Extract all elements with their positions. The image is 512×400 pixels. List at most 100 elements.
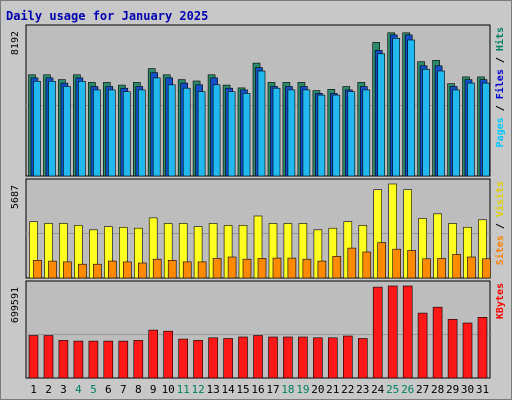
bar-pages-day-5	[93, 89, 101, 177]
bar-sites-day-10	[167, 259, 177, 279]
x-tick-label: 16	[251, 383, 264, 396]
x-tick-label: 14	[221, 383, 235, 396]
bar-pages-day-15	[242, 93, 251, 177]
bar-kbytes-day-23	[357, 338, 368, 379]
right-series-label: Sites / Visits	[494, 181, 506, 265]
x-tick-label: 28	[431, 383, 444, 396]
bar-pages-day-3	[63, 86, 71, 177]
y-max-label: 8192	[10, 31, 21, 55]
bar-sites-day-9	[152, 258, 162, 279]
bar-kbytes-day-29	[447, 318, 458, 379]
bar-pages-day-29	[452, 89, 460, 177]
bar-sites-day-13	[212, 258, 222, 279]
bar-kbytes-day-15	[238, 336, 248, 379]
bar-pages-day-27	[422, 69, 430, 177]
bar-kbytes-day-17	[268, 336, 278, 379]
bar-pages-day-20	[317, 94, 326, 177]
x-tick-label: 17	[266, 383, 279, 396]
bar-sites-day-11	[182, 261, 192, 279]
x-tick-label: 18	[281, 383, 294, 396]
bar-kbytes-day-8	[133, 340, 144, 379]
bar-pages-day-4	[78, 81, 86, 177]
bar-kbytes-day-24	[372, 286, 383, 379]
x-tick-label: 15	[236, 383, 249, 396]
bar-kbytes-day-22	[342, 335, 353, 379]
bar-kbytes-day-4	[73, 340, 84, 379]
x-tick-label: 4	[75, 383, 82, 396]
bar-kbytes-day-1	[28, 335, 39, 379]
bar-kbytes-day-19	[298, 336, 308, 379]
bar-pages-day-17	[272, 87, 281, 177]
x-tick-label: 5	[90, 383, 97, 396]
bar-kbytes-day-25	[387, 285, 398, 379]
bar-sites-day-25	[392, 248, 402, 279]
bar-kbytes-day-27	[417, 312, 428, 379]
bar-kbytes-day-7	[118, 340, 129, 379]
bar-sites-day-20	[317, 260, 327, 279]
bar-kbytes-day-12	[193, 340, 203, 379]
series-kbytes	[28, 285, 488, 379]
panel-visits-sites: 5687 Sites / Visits	[10, 178, 506, 279]
bar-sites-day-14	[227, 256, 237, 279]
x-tick-label: 25	[386, 383, 399, 396]
bar-sites-day-21	[332, 256, 342, 279]
bar-kbytes-day-2	[43, 335, 54, 379]
panel-hits-files-pages: 8192 Pages / Files / Hits	[10, 24, 506, 177]
panel-kbytes: 699591 KBytes	[10, 280, 506, 379]
x-tick-label: 11	[177, 383, 190, 396]
bar-pages-day-2	[48, 81, 56, 177]
bar-sites-day-5	[93, 263, 102, 279]
bar-sites-day-12	[197, 261, 207, 279]
bar-sites-day-4	[78, 263, 87, 279]
bar-sites-day-30	[467, 256, 476, 279]
bar-pages-day-8	[138, 89, 146, 177]
bar-kbytes-day-31	[477, 316, 488, 379]
bar-pages-day-1	[33, 81, 41, 177]
bar-sites-day-17	[272, 257, 282, 279]
bar-pages-day-12	[197, 91, 206, 177]
x-tick-label: 26	[401, 383, 414, 396]
bar-sites-day-27	[422, 258, 431, 279]
bar-pages-day-25	[392, 37, 401, 177]
y-max-label: 699591	[10, 287, 21, 323]
bar-kbytes-day-28	[432, 306, 443, 379]
bar-pages-day-23	[362, 89, 371, 177]
bar-pages-day-9	[152, 77, 161, 177]
bar-sites-day-3	[63, 261, 72, 279]
bar-pages-day-7	[123, 91, 131, 177]
x-tick-label: 19	[296, 383, 309, 396]
bar-pages-day-30	[467, 82, 475, 177]
bar-pages-day-18	[287, 89, 296, 177]
bar-sites-day-8	[138, 262, 147, 279]
bar-kbytes-day-9	[148, 329, 158, 379]
bar-kbytes-day-20	[313, 337, 323, 379]
right-series-label: Pages / Files / Hits	[494, 27, 506, 147]
x-tick-label: 23	[356, 383, 369, 396]
y-max-label: 5687	[10, 185, 21, 209]
bar-sites-day-23	[362, 251, 372, 279]
right-series-label: KBytes	[495, 283, 506, 319]
bar-kbytes-day-26	[402, 285, 413, 379]
bar-kbytes-day-6	[103, 340, 114, 379]
bar-kbytes-day-10	[163, 330, 173, 379]
bar-kbytes-day-5	[88, 340, 99, 379]
bar-kbytes-day-16	[253, 335, 263, 379]
x-tick-label: 10	[162, 383, 175, 396]
bar-pages-day-22	[347, 91, 356, 177]
bar-kbytes-day-11	[178, 338, 188, 379]
bar-kbytes-day-18	[283, 336, 293, 379]
bar-kbytes-day-13	[208, 337, 218, 379]
bar-sites-day-22	[347, 247, 357, 279]
chart-title: Daily usage for January 2025	[6, 9, 208, 23]
bar-pages-day-19	[302, 89, 311, 177]
x-tick-label: 24	[371, 383, 385, 396]
bar-sites-day-1	[33, 259, 42, 279]
bar-kbytes-day-3	[58, 340, 69, 379]
x-tick-label: 31	[476, 383, 489, 396]
x-tick-label: 27	[416, 383, 429, 396]
bar-sites-day-19	[302, 258, 312, 279]
bar-pages-day-31	[482, 82, 490, 177]
x-tick-label: 1	[30, 383, 37, 396]
bar-sites-day-16	[257, 258, 267, 279]
